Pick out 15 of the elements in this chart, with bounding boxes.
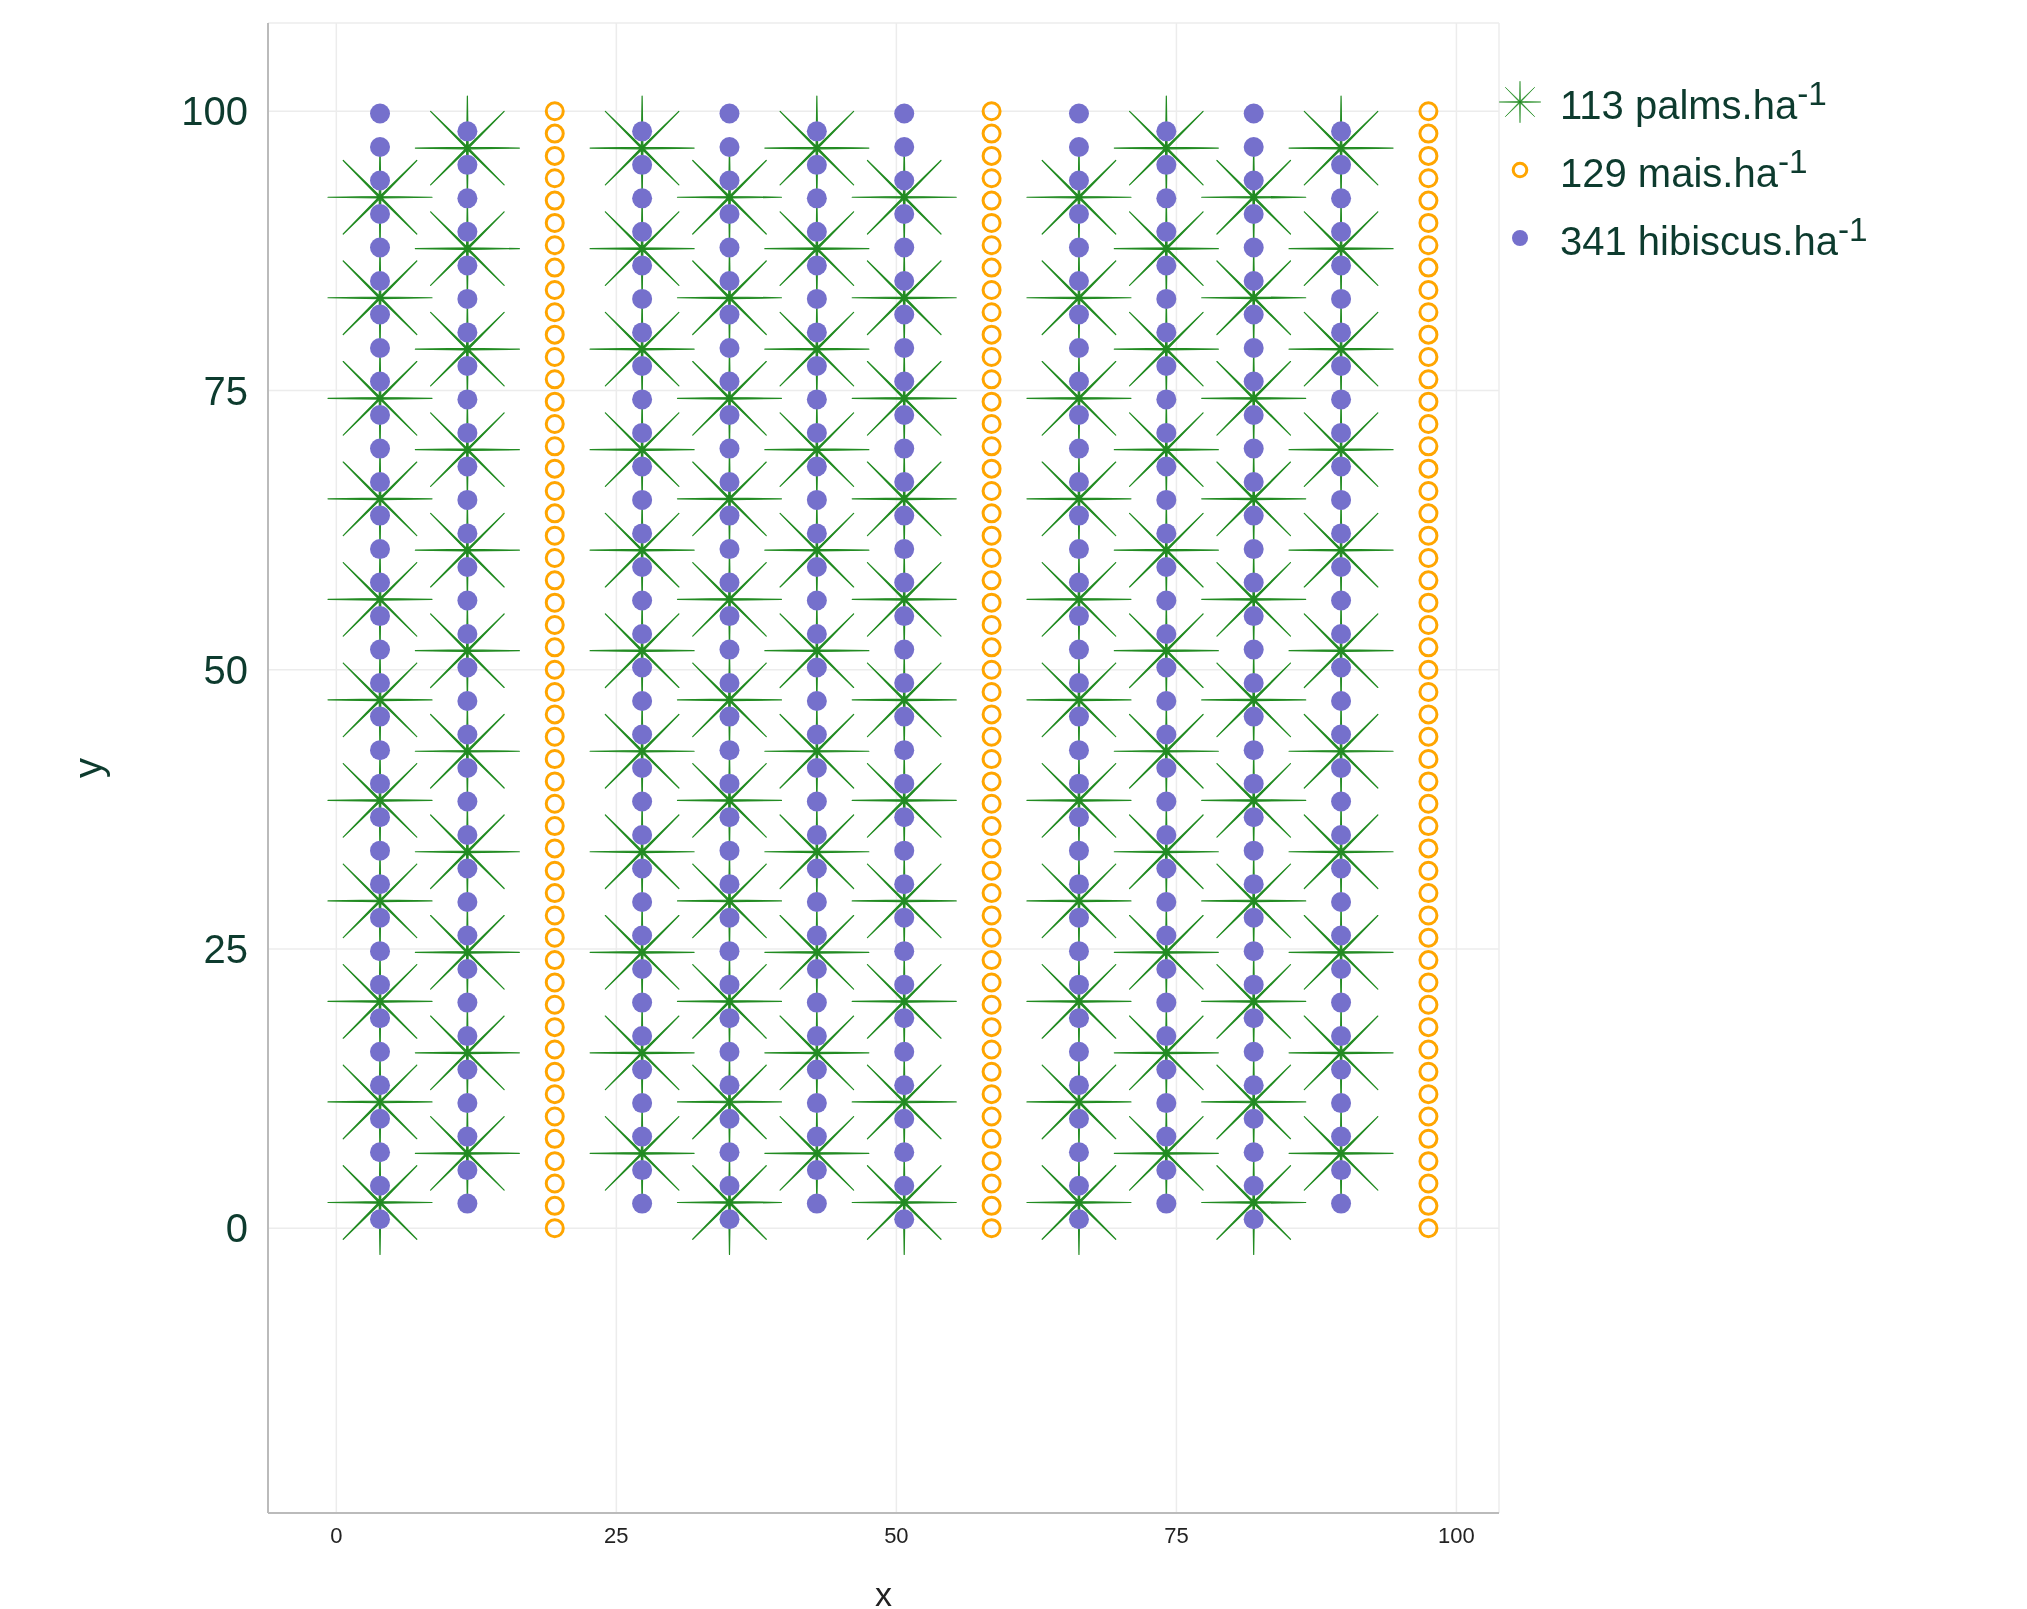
legend-label: 113 palms.ha$^{-1}$ [1560,75,1827,129]
x-axis-title: x [875,1575,892,1609]
y-axis-title: y [66,758,111,778]
y-tick-label: 50 [203,647,248,692]
legend-label: 129 mais.ha$^{-1}$ [1560,143,1808,197]
y-tick-label: 25 [203,927,248,972]
x-tick-label: 50 [884,1522,909,1548]
x-tick-label: 100 [1438,1522,1475,1548]
y-tick-label: 75 [203,368,248,413]
x-tick-label: 0 [330,1522,343,1548]
x-tick-label: 75 [1164,1522,1189,1548]
x-tick-label: 25 [604,1522,629,1548]
legend-label: 341 hibiscus.ha$^{-1}$ [1560,211,1868,265]
y-tick-label: 0 [225,1206,248,1251]
y-tick-label: 100 [181,89,248,134]
